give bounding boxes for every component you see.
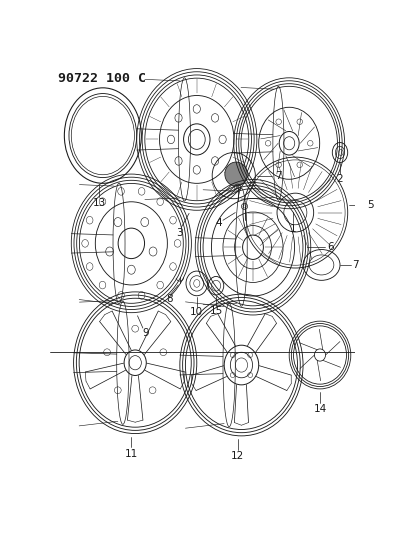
Text: 14: 14 [313, 404, 327, 414]
Text: 7: 7 [352, 260, 359, 270]
Text: 15: 15 [209, 306, 223, 316]
Text: 90722 100 C: 90722 100 C [58, 72, 146, 85]
Text: 11: 11 [125, 449, 138, 458]
Text: 3: 3 [177, 228, 183, 238]
Text: 1: 1 [290, 224, 296, 234]
Text: 9: 9 [142, 328, 148, 338]
Text: 12: 12 [231, 451, 244, 461]
Text: 7: 7 [275, 171, 282, 181]
Text: 2: 2 [337, 174, 343, 184]
Text: 5: 5 [367, 200, 374, 210]
Ellipse shape [225, 162, 247, 186]
Text: 8: 8 [166, 294, 172, 304]
Text: 4: 4 [215, 217, 222, 228]
Text: 13: 13 [92, 198, 106, 208]
Text: 10: 10 [190, 307, 204, 317]
Text: 6: 6 [327, 242, 334, 252]
